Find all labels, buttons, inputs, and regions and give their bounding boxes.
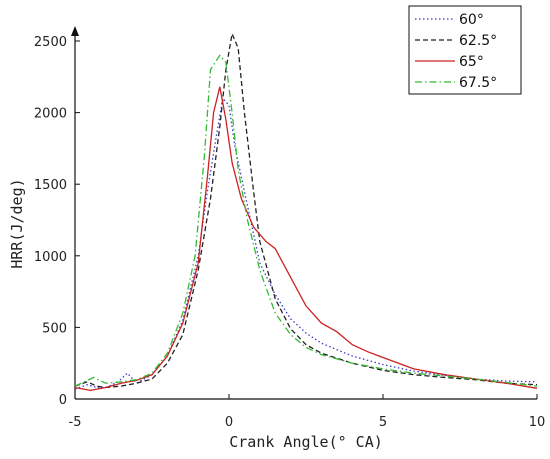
y-axis-title: HRR(J/deg): [8, 178, 26, 268]
series-group: [74, 31, 538, 392]
y-tick-label: 1000: [34, 250, 67, 265]
series-line-1: [74, 31, 538, 389]
legend-box: [408, 5, 522, 95]
y-axis-arrow: [71, 26, 79, 36]
y-tick-label: 500: [42, 321, 67, 336]
y-tick-label: 0: [59, 393, 67, 408]
legend-label-3: 67.5°: [459, 75, 497, 91]
y-tick-label: 1500: [34, 178, 67, 193]
y-tick-label: 2500: [34, 35, 67, 50]
series-line-2: [74, 86, 538, 392]
series-line-3: [74, 54, 538, 387]
x-axis-title: Crank Angle(° CA): [229, 433, 383, 451]
x-tick-label: 10: [529, 415, 546, 430]
series-line-0: [74, 96, 538, 390]
legend-label-1: 62.5°: [459, 33, 497, 49]
x-tick-label: -5: [69, 415, 82, 430]
x-tick-label: 5: [379, 415, 387, 430]
legend: 60° 62.5° 65° 67.5°: [408, 5, 522, 95]
y-tick-label: 2000: [34, 107, 67, 122]
legend-label-0: 60°: [459, 12, 484, 28]
plot-frame: [71, 26, 537, 400]
x-tick-label: 0: [225, 415, 233, 430]
legend-label-2: 65°: [459, 54, 484, 70]
